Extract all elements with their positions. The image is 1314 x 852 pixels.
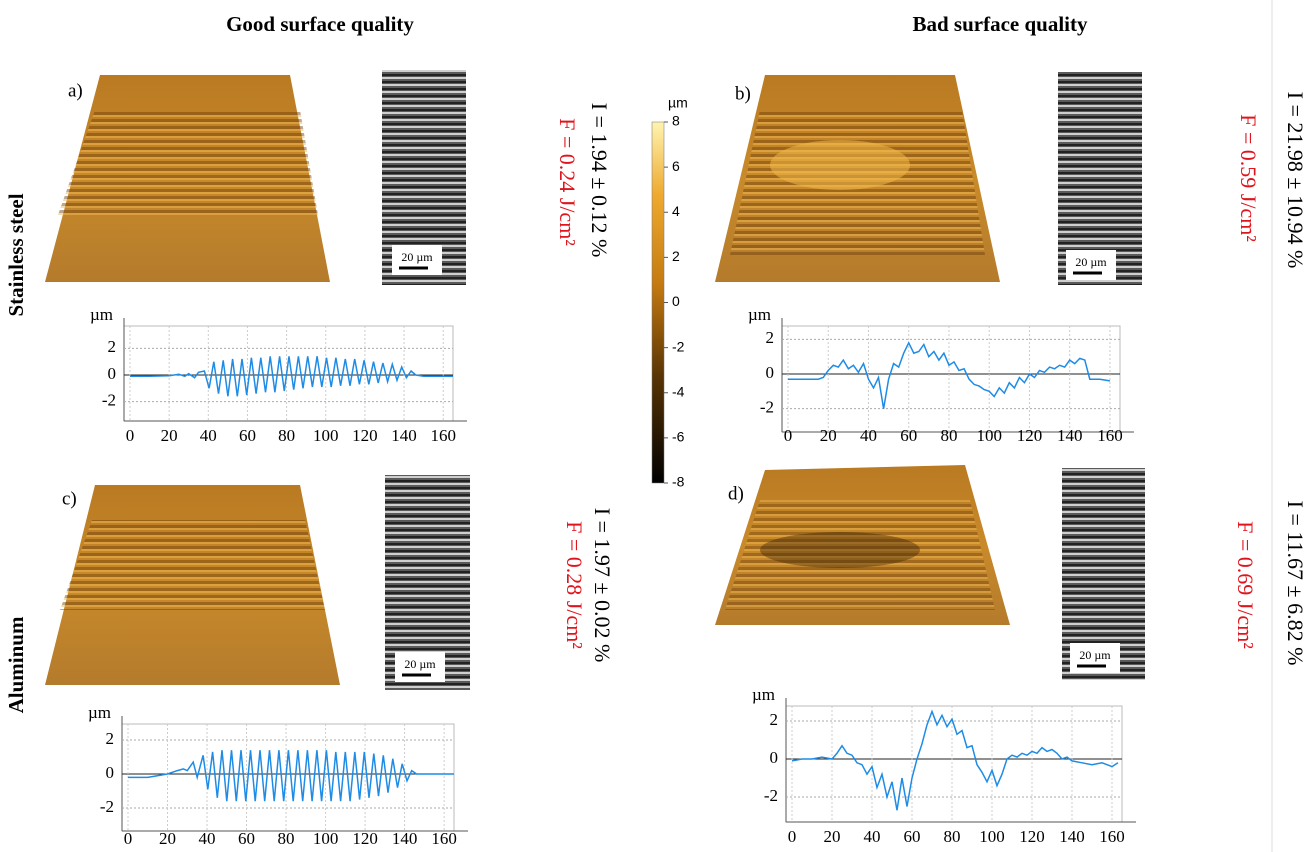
x-tick-label: 160: [431, 829, 457, 848]
y-tick-label: 2: [766, 328, 775, 347]
x-tick-label: 120: [352, 829, 378, 848]
topography-a: [45, 75, 330, 282]
y-axis-label: µm: [88, 703, 111, 722]
sem-b: [1058, 72, 1142, 285]
profile-line: [788, 341, 1111, 409]
x-tick-label: 0: [124, 829, 133, 848]
irregularity: I = 1.97 ± 0.02 %: [590, 508, 615, 663]
y-tick-label: 2: [108, 337, 117, 356]
x-tick-label: 100: [313, 426, 339, 445]
x-tick-label: 120: [1019, 827, 1045, 846]
y-tick-label: 0: [106, 763, 115, 782]
profile-line: [791, 709, 1119, 811]
y-axis-label: µm: [90, 305, 113, 324]
x-tick-label: 60: [238, 829, 255, 848]
fluence: F = 0.28 J/cm²: [562, 521, 587, 649]
x-tick-label: 40: [199, 829, 216, 848]
colorbar: [651, 121, 665, 484]
y-tick-label: -2: [102, 391, 116, 410]
x-tick-label: 80: [940, 426, 957, 445]
x-tick-label: 100: [976, 426, 1002, 445]
x-tick-label: 60: [239, 426, 256, 445]
scale-bar: 20 µm: [401, 250, 433, 264]
panel-label: c): [62, 488, 77, 509]
y-axis-label: µm: [752, 685, 775, 704]
x-tick-label: 40: [860, 426, 877, 445]
irregularity: I = 21.98 ± 10.94 %: [1283, 92, 1308, 269]
x-tick-label: 60: [900, 426, 917, 445]
scale-bar: 20 µm: [1075, 255, 1107, 269]
colorbar-tick-label: 2: [672, 248, 680, 264]
y-tick-label: 0: [108, 364, 117, 383]
y-tick-label: -2: [760, 398, 774, 417]
profile-line: [130, 356, 453, 397]
x-tick-label: 120: [1017, 426, 1043, 445]
x-tick-label: 20: [159, 829, 176, 848]
x-tick-label: 40: [864, 827, 881, 846]
topography-b: [715, 75, 1000, 282]
x-tick-label: 40: [200, 426, 217, 445]
x-tick-label: 20: [824, 827, 841, 846]
x-tick-label: 0: [784, 426, 793, 445]
column-header: Good surface quality: [226, 12, 414, 36]
y-tick-label: -2: [100, 797, 114, 816]
scale-bar: 20 µm: [1079, 648, 1111, 662]
x-tick-label: 0: [126, 426, 135, 445]
irregularity: I = 1.94 ± 0.12 %: [587, 103, 612, 258]
colorbar-unit: µm: [668, 95, 688, 111]
column-header: Bad surface quality: [912, 12, 1088, 36]
x-tick-label: 100: [313, 829, 339, 848]
colorbar-tick-label: -6: [672, 429, 685, 445]
x-tick-label: 140: [1057, 426, 1083, 445]
fluence: F = 0.59 J/cm²: [1236, 114, 1261, 242]
x-tick-label: 160: [430, 426, 456, 445]
profile-line: [128, 750, 454, 802]
x-tick-label: 80: [944, 827, 961, 846]
x-tick-label: 0: [788, 827, 797, 846]
colorbar-tick-label: 6: [672, 158, 680, 174]
x-tick-label: 100: [979, 827, 1005, 846]
x-tick-label: 140: [1059, 827, 1085, 846]
colorbar-tick-label: 4: [672, 203, 680, 219]
x-tick-label: 140: [391, 426, 417, 445]
y-tick-label: -2: [764, 786, 778, 805]
y-tick-label: 2: [106, 729, 115, 748]
fluence: F = 0.24 J/cm²: [555, 118, 580, 246]
x-tick-label: 160: [1099, 827, 1125, 846]
x-tick-label: 20: [820, 426, 837, 445]
scale-bar: 20 µm: [404, 657, 436, 671]
x-tick-label: 80: [278, 829, 295, 848]
y-tick-label: 2: [770, 710, 779, 729]
panel-label: b): [735, 83, 751, 104]
x-tick-label: 80: [278, 426, 295, 445]
x-tick-label: 20: [161, 426, 178, 445]
irregularity: I = 11.67 ± 6.82 %: [1283, 501, 1308, 666]
y-axis-label: µm: [748, 305, 771, 324]
colorbar-tick-label: -8: [672, 474, 685, 490]
x-tick-label: 60: [904, 827, 921, 846]
y-tick-label: 0: [766, 363, 775, 382]
x-tick-label: 120: [352, 426, 378, 445]
row-header: Aluminum: [4, 616, 28, 713]
panel-label: d): [728, 483, 744, 504]
colorbar-tick-label: 0: [672, 293, 680, 309]
sem-d: [1062, 468, 1145, 680]
sem-c: [385, 475, 470, 690]
panel-label: a): [68, 80, 83, 101]
x-tick-label: 160: [1097, 426, 1123, 445]
x-tick-label: 140: [392, 829, 418, 848]
y-tick-label: 0: [770, 748, 779, 767]
sem-a: [382, 70, 466, 285]
colorbar-tick-label: -4: [672, 383, 685, 399]
row-header: Stainless steel: [4, 193, 28, 316]
fluence: F = 0.69 J/cm²: [1233, 521, 1258, 649]
colorbar-tick-label: -2: [672, 338, 685, 354]
colorbar-tick-label: 8: [672, 113, 680, 129]
topography-c: [45, 485, 340, 685]
topography-d: [715, 465, 1010, 625]
